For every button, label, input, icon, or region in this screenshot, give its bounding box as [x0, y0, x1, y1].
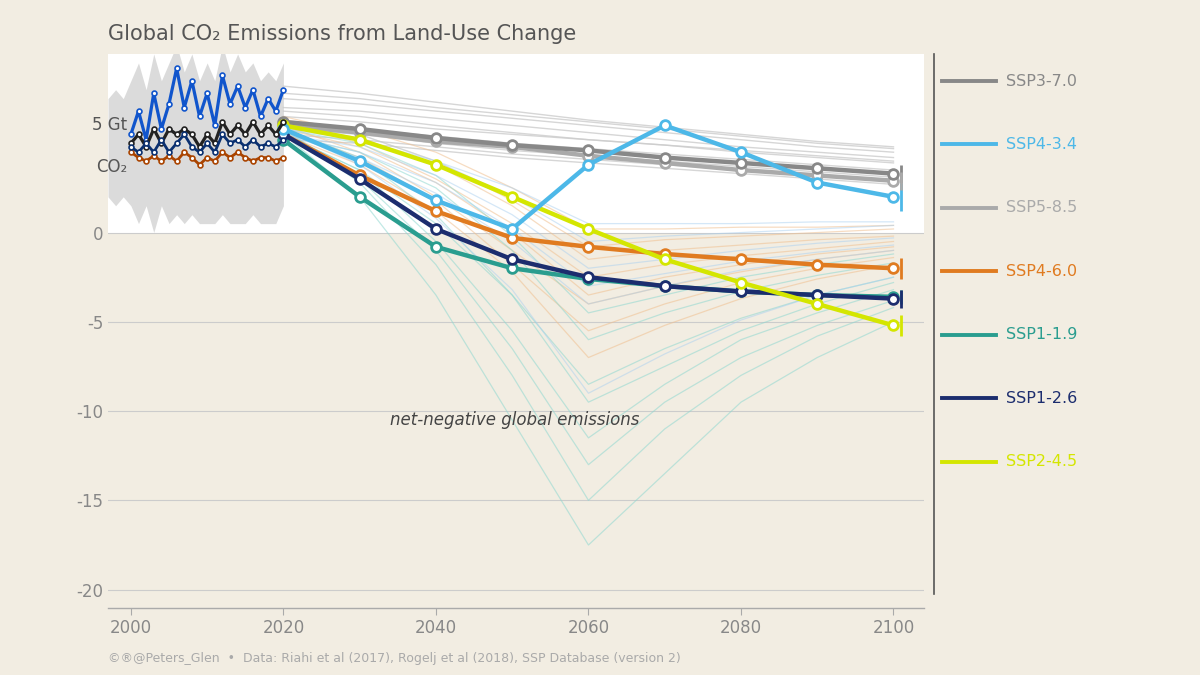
Text: SSP1-1.9: SSP1-1.9 [1006, 327, 1076, 342]
Text: SSP2-4.5: SSP2-4.5 [1006, 454, 1076, 469]
Text: SSP5-8.5: SSP5-8.5 [1006, 200, 1076, 215]
Text: SSP4-6.0: SSP4-6.0 [1006, 264, 1076, 279]
Text: ©®@Peters_Glen  •  Data: Riahi et al (2017), Rogelj et al (2018), SSP Database (: ©®@Peters_Glen • Data: Riahi et al (2017… [108, 652, 680, 665]
Text: Global CO₂ Emissions from Land-Use Change: Global CO₂ Emissions from Land-Use Chang… [108, 24, 576, 44]
Text: 5 Gt: 5 Gt [92, 116, 127, 134]
Text: SSP1-2.6: SSP1-2.6 [1006, 391, 1076, 406]
Bar [108, 233, 924, 608]
Text: CO₂: CO₂ [96, 157, 127, 176]
Text: net-negative global emissions: net-negative global emissions [390, 411, 640, 429]
Text: SSP4-3.4: SSP4-3.4 [1006, 137, 1076, 152]
Text: SSP3-7.0: SSP3-7.0 [1006, 74, 1076, 88]
